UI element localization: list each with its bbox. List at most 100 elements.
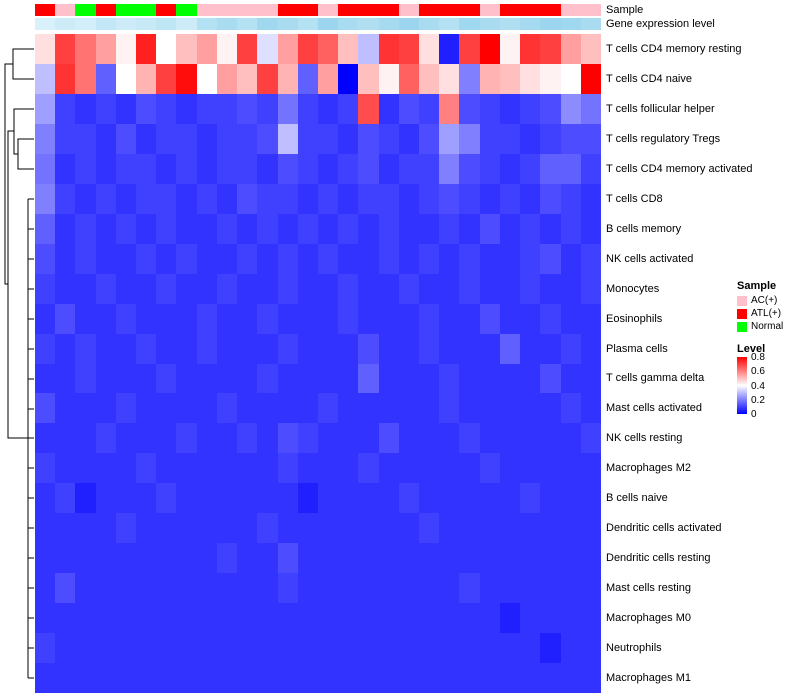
heatmap-cell [216,34,238,64]
legend: Sample AC(+) ATL(+) Normal Level 0.8 0.6 0.4… [737,280,799,420]
legend-swatch [737,295,747,306]
heatmap-cell [378,483,399,514]
heatmap-cell [580,633,601,664]
heatmap-cell [560,123,581,154]
heatmap-cell [95,123,116,154]
heatmap-cell [358,183,379,214]
heatmap-cell [297,543,318,574]
heatmap-cell [499,633,521,664]
heatmap-cell [176,243,197,274]
heatmap-cell [479,333,500,364]
heatmap-cell [115,663,137,693]
expression-annotation-label: Gene expression level [606,18,715,30]
heatmap-cell [398,393,420,424]
expression-annotation-cell [520,18,541,30]
heatmap-cell [277,363,298,394]
heatmap-cell [136,423,157,454]
heatmap-cell [479,393,500,424]
heatmap-cell [136,243,157,274]
heatmap-cell [338,93,359,124]
sample-annotation-cell [176,4,197,16]
heatmap-cell [176,213,197,244]
heatmap-cell [196,393,217,424]
heatmap-cell [115,243,137,274]
heatmap-cell [317,153,339,184]
heatmap-cell [520,513,541,544]
heatmap-cell [560,363,581,394]
heatmap-cell [216,573,238,604]
sample-annotation-cell [439,4,460,16]
heatmap-cell [216,633,238,664]
heatmap-cell [75,243,96,274]
heatmap-cell [257,393,278,424]
heatmap-cell [277,453,298,484]
heatmap-cell [520,483,541,514]
expression-annotation-cell [156,18,177,30]
heatmap-cell [580,543,601,574]
heatmap-cell [115,393,137,424]
heatmap-cell [297,333,318,364]
heatmap-cell [479,34,500,64]
heatmap-cell [237,483,258,514]
heatmap-cell [419,363,440,394]
heatmap-cell [398,363,420,394]
heatmap-cell [338,363,359,394]
heatmap-cell [297,213,318,244]
heatmap-cell [216,543,238,574]
heatmap-cell [378,93,399,124]
heatmap-cell [479,93,500,124]
heatmap-cell [115,123,137,154]
heatmap-cell [136,34,157,64]
heatmap-cell [540,34,561,64]
heatmap-cell [196,93,217,124]
heatmap-cell [479,213,500,244]
heatmap-cell [216,603,238,634]
heatmap-cell [398,243,420,274]
heatmap-cell [35,453,56,484]
heatmap-cell [176,153,197,184]
heatmap-cell [55,663,76,693]
heatmap-cell [257,273,278,304]
sample-annotation-cell [560,4,581,16]
heatmap-cell [560,663,581,693]
row-label: Monocytes [606,282,660,295]
heatmap-cell [398,213,420,244]
heatmap-cell [176,183,197,214]
heatmap-cell [338,423,359,454]
heatmap-cell [560,243,581,274]
heatmap-cell [439,393,460,424]
heatmap-cell [115,93,137,124]
row-label: Dendritic cells activated [606,522,722,535]
heatmap-cell [176,513,197,544]
heatmap-cell [277,633,298,664]
heatmap-cell [297,243,318,274]
heatmap-cell [378,63,399,94]
heatmap-cell [560,513,581,544]
legend-sample-item-label: ATL(+) [751,308,782,319]
heatmap-cell [459,663,480,693]
expression-annotation-cell [419,18,440,30]
heatmap-cell [75,603,96,634]
heatmap-cell [237,213,258,244]
heatmap-cell [560,393,581,424]
heatmap-cell [277,423,298,454]
heatmap-cell [560,213,581,244]
heatmap-cell [317,513,339,544]
heatmap-cell [459,483,480,514]
heatmap-cell [580,483,601,514]
heatmap-cell [439,633,460,664]
heatmap-cell [156,663,177,693]
heatmap-cell [136,513,157,544]
expression-annotation-bar [35,18,601,30]
heatmap-cell [176,483,197,514]
heatmap-cell [317,183,339,214]
heatmap-cell [317,363,339,394]
heatmap-cell [580,513,601,544]
heatmap-cell [196,633,217,664]
heatmap-cell [338,243,359,274]
row-label: Eosinophils [606,312,663,325]
heatmap-cell [439,243,460,274]
sample-annotation-cell [540,4,561,16]
heatmap-cell [580,213,601,244]
heatmap-cell [499,243,521,274]
